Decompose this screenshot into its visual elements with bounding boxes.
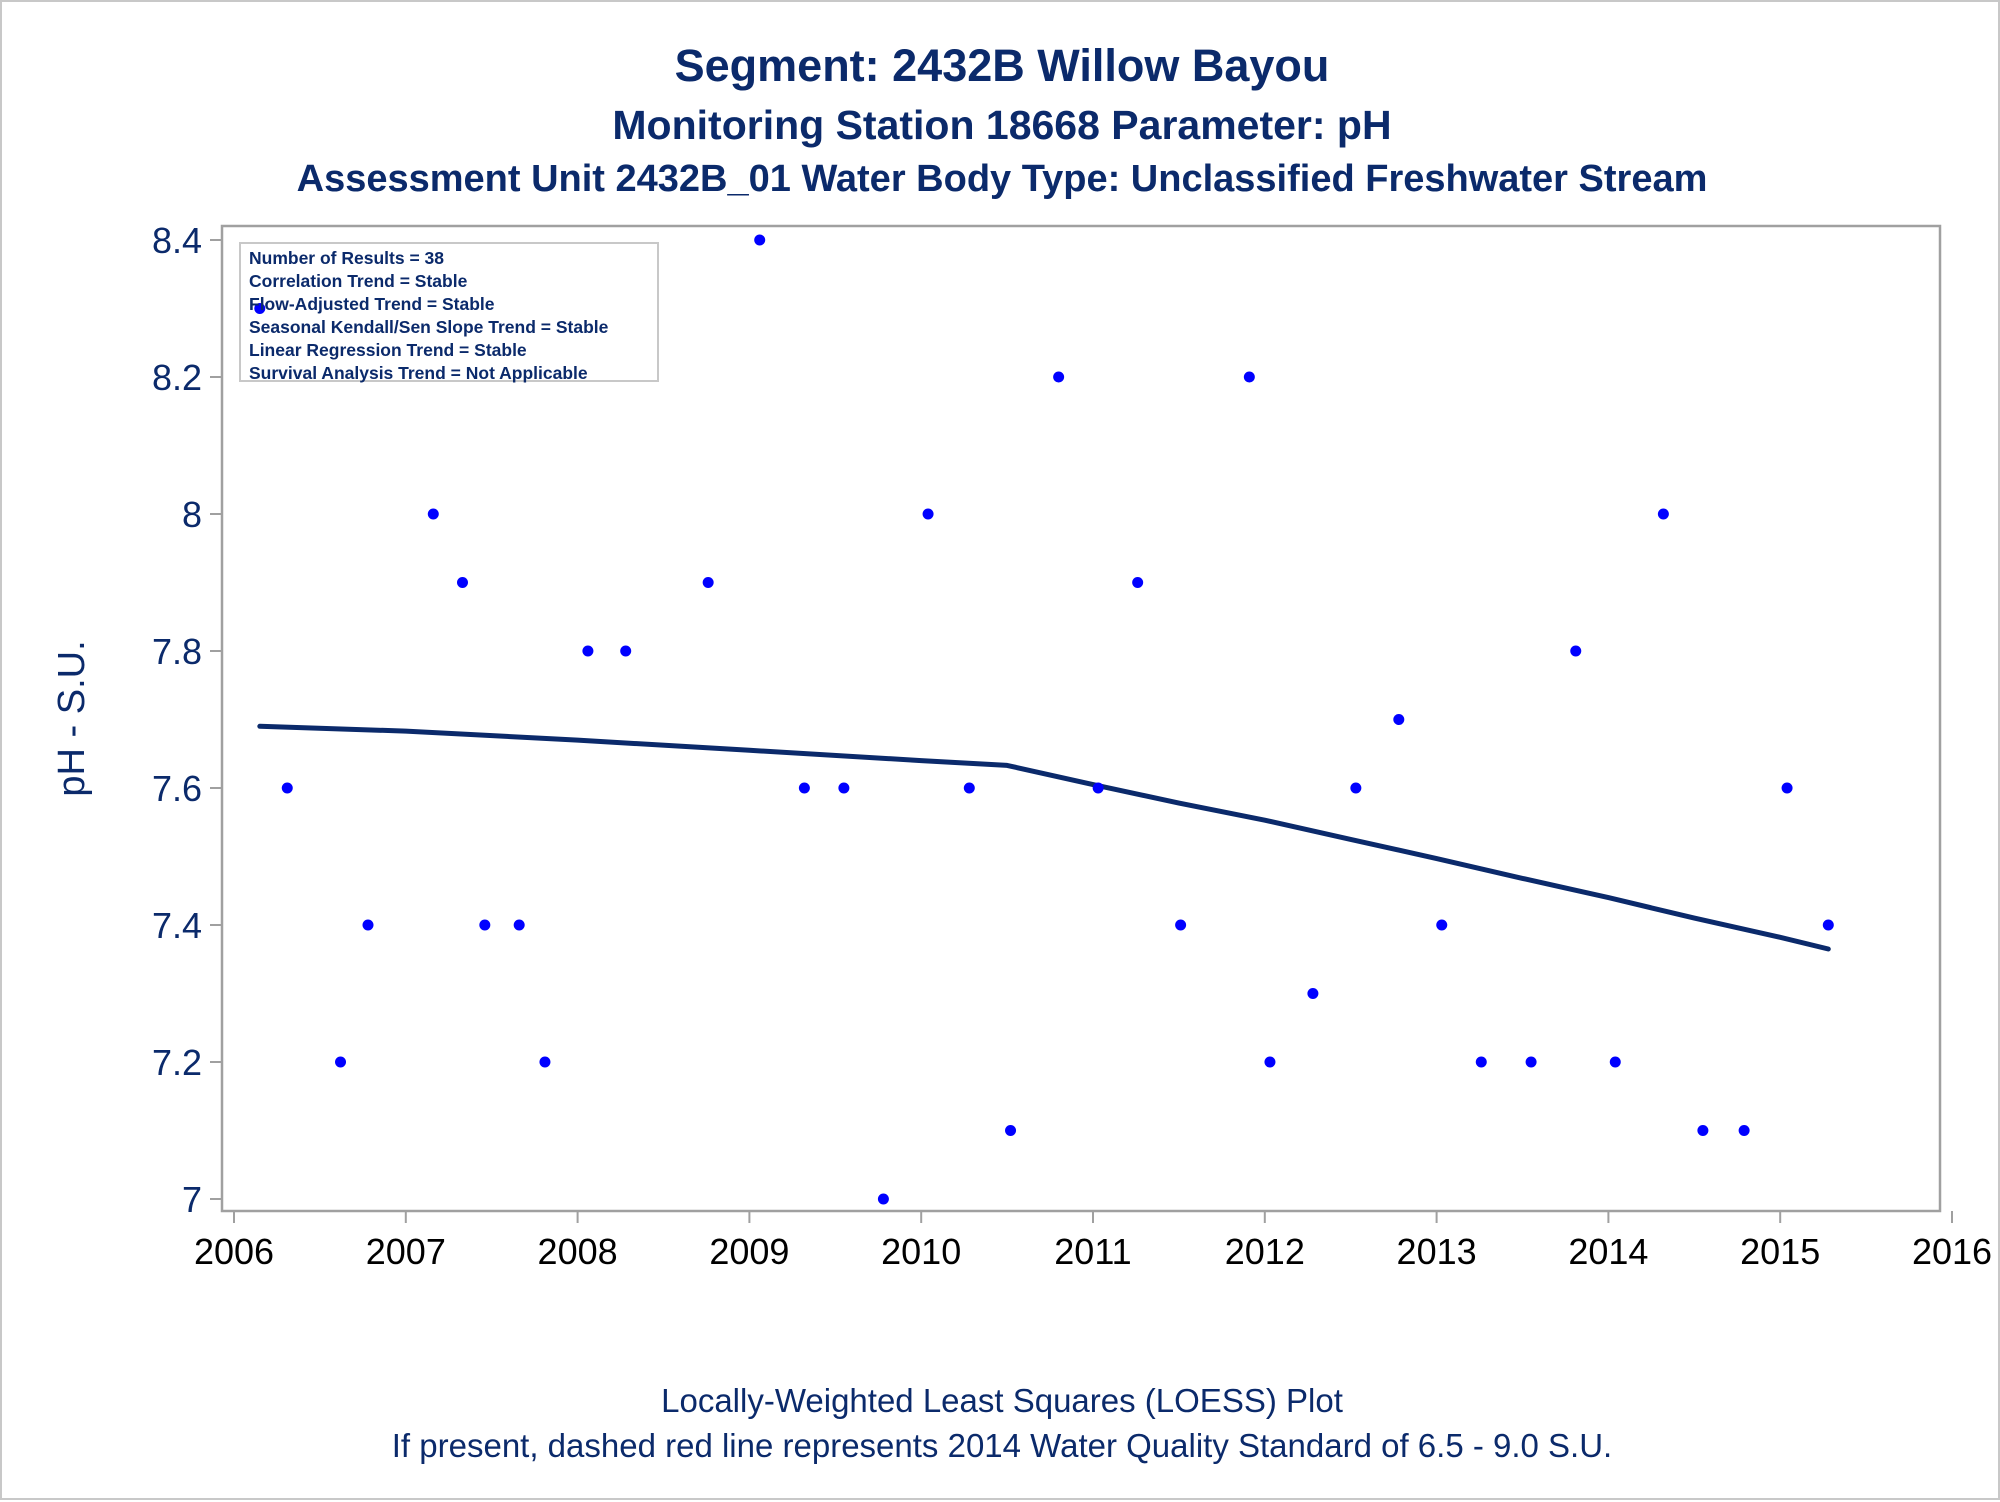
stat-seasonal-kendall-trend: Seasonal Kendall/Sen Slope Trend = Stabl… <box>249 317 609 337</box>
stats-legend-box: Number of Results = 38 Correlation Trend… <box>239 242 659 383</box>
data-point <box>922 508 934 520</box>
stat-flow-adjusted-trend: Flow-Adjusted Trend = Stable <box>249 294 495 314</box>
data-point <box>1264 1056 1276 1068</box>
stat-correlation-trend: Correlation Trend = Stable <box>249 271 468 291</box>
x-tick-label: 2014 <box>1568 1231 1648 1272</box>
data-point <box>1781 782 1793 794</box>
data-point <box>479 919 491 931</box>
y-tick-label: 8.4 <box>152 220 202 261</box>
plot-frame <box>220 224 1942 1213</box>
x-tick-label: 2008 <box>538 1231 618 1272</box>
x-tick-label: 2011 <box>1054 1231 1131 1272</box>
footnote-standard: If present, dashed red line represents 2… <box>391 1427 1613 1464</box>
data-point <box>1525 1056 1537 1068</box>
chart-subtitle-station: Monitoring Station 18668 Parameter: pH <box>612 102 1392 148</box>
data-point <box>838 782 850 794</box>
data-point <box>1609 1056 1621 1068</box>
x-tick-label: 2009 <box>709 1231 789 1272</box>
data-point <box>539 1056 551 1068</box>
data-point <box>1132 577 1144 588</box>
data-point <box>1307 988 1319 999</box>
chart-title: Segment: 2432B Willow Bayou <box>674 40 1330 91</box>
chart-subtitle-assessment-unit: Assessment Unit 2432B_01 Water Body Type… <box>296 158 1708 200</box>
data-point <box>1822 919 1834 931</box>
data-point <box>582 645 594 657</box>
data-point <box>1738 1125 1750 1136</box>
data-point <box>877 1193 889 1205</box>
data-point <box>1697 1125 1709 1136</box>
data-point <box>1243 371 1255 383</box>
data-point <box>1053 371 1065 383</box>
x-tick-label: 2016 <box>1912 1231 1992 1272</box>
y-tick-label: 7.6 <box>152 768 202 809</box>
data-point <box>1350 782 1362 794</box>
data-point <box>427 508 439 520</box>
stat-linear-regression-trend: Linear Regression Trend = Stable <box>249 340 527 360</box>
data-point <box>620 645 632 657</box>
y-tick-label: 8 <box>182 494 202 535</box>
y-axis-label: pH - S.U. <box>51 640 93 796</box>
x-tick-label: 2013 <box>1397 1231 1477 1272</box>
data-point <box>335 1056 347 1068</box>
x-tick-label: 2006 <box>194 1231 274 1272</box>
data-point <box>513 919 525 931</box>
data-point <box>254 303 266 314</box>
data-point <box>1005 1125 1017 1136</box>
stat-survival-analysis-trend: Survival Analysis Trend = Not Applicable <box>249 363 588 383</box>
data-point <box>456 577 468 588</box>
data-point <box>1393 714 1405 725</box>
data-point <box>281 782 293 794</box>
data-point <box>1092 782 1104 794</box>
data-point <box>1657 508 1669 520</box>
y-tick-label: 7.2 <box>152 1042 202 1083</box>
data-point <box>1175 919 1187 931</box>
x-tick-label: 2010 <box>881 1231 961 1272</box>
loess-line <box>257 723 1831 952</box>
data-point <box>798 782 810 794</box>
y-tick-label: 7.8 <box>152 631 202 672</box>
data-point <box>754 234 766 246</box>
data-point <box>963 782 975 794</box>
y-tick-label: 8.2 <box>152 357 202 398</box>
y-tick-label: 7.4 <box>152 905 202 946</box>
x-tick-label: 2015 <box>1740 1231 1820 1272</box>
data-point <box>362 919 374 931</box>
data-point <box>1570 645 1582 657</box>
data-point <box>1436 919 1448 931</box>
data-point <box>1475 1056 1487 1068</box>
y-tick-label: 7 <box>182 1179 202 1220</box>
data-point <box>702 577 714 588</box>
stat-number-of-results: Number of Results = 38 <box>249 248 444 268</box>
x-tick-label: 2012 <box>1225 1231 1305 1272</box>
footnote-loess: Locally-Weighted Least Squares (LOESS) P… <box>661 1382 1343 1419</box>
x-tick-label: 2007 <box>366 1231 446 1272</box>
